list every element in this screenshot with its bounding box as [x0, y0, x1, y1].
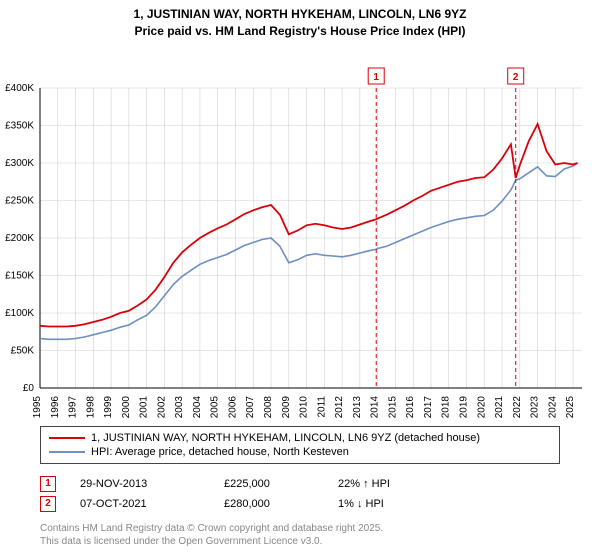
series-property [40, 124, 578, 327]
legend-swatch [49, 437, 85, 439]
sale-price: £225,000 [224, 478, 314, 490]
footnote-line-1: Contains HM Land Registry data © Crown c… [40, 522, 600, 535]
x-tick-label: 2025 [565, 395, 576, 418]
chart-container: 1, JUSTINIAN WAY, NORTH HYKEHAM, LINCOLN… [0, 0, 600, 560]
x-tick-label: 1999 [103, 395, 114, 418]
footnote-line-2: This data is licensed under the Open Gov… [40, 535, 600, 548]
sale-row-marker: 2 [40, 496, 56, 512]
sale-date: 07-OCT-2021 [80, 498, 200, 510]
legend-row: HPI: Average price, detached house, Nort… [49, 445, 551, 459]
x-tick-label: 2016 [405, 395, 416, 418]
title-line-1: 1, JUSTINIAN WAY, NORTH HYKEHAM, LINCOLN… [0, 6, 600, 23]
x-tick-label: 2008 [263, 395, 274, 418]
x-tick-label: 2022 [512, 395, 523, 418]
chart-plot: £0 £50K £100K £150K £200K £250K £300K £350K £400… [0, 40, 600, 420]
sales-table: 1 29-NOV-2013 £225,000 22% ↑ HPI 2 07-OCT-202… [40, 474, 560, 514]
x-tick-label: 2003 [174, 395, 185, 418]
sale-marker-number: 1 [373, 72, 379, 83]
sale-row: 2 07-OCT-2021 £280,000 1% ↓ HPI [40, 494, 560, 514]
x-tick-label: 2024 [547, 395, 558, 418]
x-tick-label: 2023 [530, 395, 541, 418]
sale-change: 22% ↑ HPI [338, 478, 428, 490]
x-tick-label: 2018 [441, 395, 452, 418]
x-tick-label: 2002 [156, 395, 167, 418]
x-tick-label: 1998 [85, 395, 96, 418]
y-tick-label: £300K [5, 158, 34, 169]
x-tick-label: 2011 [316, 395, 327, 417]
sale-change: 1% ↓ HPI [338, 498, 428, 510]
x-tick-label: 2007 [245, 395, 256, 418]
y-tick-label: £50K [11, 345, 35, 356]
chart-svg: £0 £50K £100K £150K £200K £250K £300K £350K £400… [0, 40, 600, 420]
y-tick-label: £0 [23, 383, 35, 394]
x-tick-label: 2006 [227, 395, 238, 418]
sale-row-marker: 1 [40, 476, 56, 492]
x-tick-label: 2001 [139, 395, 150, 418]
x-tick-label: 2012 [334, 395, 345, 418]
x-tick-label: 2019 [458, 395, 469, 418]
y-tick-label: £400K [5, 83, 34, 94]
footnote: Contains HM Land Registry data © Crown c… [40, 522, 600, 548]
title-line-2: Price paid vs. HM Land Registry's House … [0, 23, 600, 40]
title-block: 1, JUSTINIAN WAY, NORTH HYKEHAM, LINCOLN… [0, 0, 600, 40]
x-tick-label: 2020 [476, 395, 487, 418]
x-tick-label: 1997 [68, 395, 79, 418]
legend-swatch [49, 451, 85, 453]
y-tick-label: £250K [5, 195, 34, 206]
x-tick-label: 2005 [210, 395, 221, 418]
y-tick-label: £150K [5, 270, 34, 281]
x-tick-label: 2009 [281, 395, 292, 418]
legend-label: 1, JUSTINIAN WAY, NORTH HYKEHAM, LINCOLN… [91, 432, 480, 444]
sale-marker-number: 2 [513, 72, 519, 83]
x-tick-label: 2021 [494, 395, 505, 418]
x-tick-label: 2004 [192, 395, 203, 418]
sale-price: £280,000 [224, 498, 314, 510]
x-tick-label: 1995 [32, 395, 43, 418]
y-tick-label: £200K [5, 233, 34, 244]
x-tick-label: 2017 [423, 395, 434, 418]
legend-row: 1, JUSTINIAN WAY, NORTH HYKEHAM, LINCOLN… [49, 431, 551, 445]
x-tick-label: 2010 [299, 395, 310, 418]
sale-row: 1 29-NOV-2013 £225,000 22% ↑ HPI [40, 474, 560, 494]
x-tick-label: 1996 [50, 395, 61, 418]
x-tick-label: 2014 [370, 395, 381, 418]
y-tick-label: £100K [5, 308, 34, 319]
sale-date: 29-NOV-2013 [80, 478, 200, 490]
legend-label: HPI: Average price, detached house, Nort… [91, 446, 349, 458]
x-tick-label: 2013 [352, 395, 363, 418]
legend-box: 1, JUSTINIAN WAY, NORTH HYKEHAM, LINCOLN… [40, 426, 560, 464]
x-tick-label: 2000 [121, 395, 132, 418]
y-tick-label: £350K [5, 120, 34, 131]
x-tick-label: 2015 [387, 395, 398, 418]
